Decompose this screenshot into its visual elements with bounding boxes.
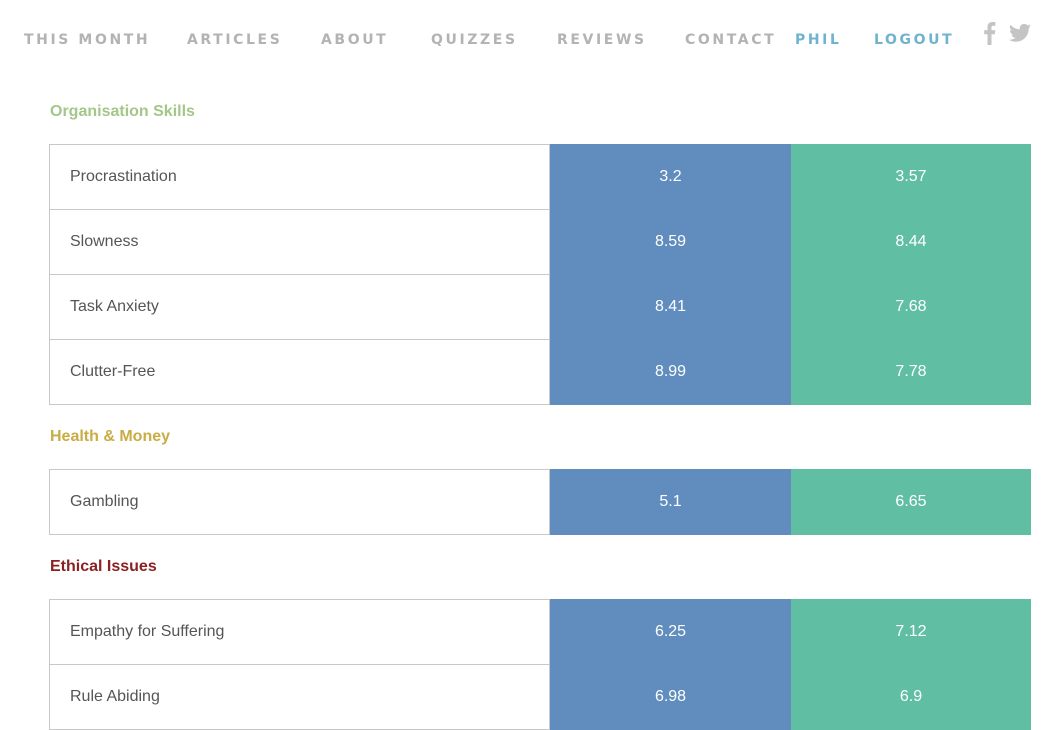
- value-cell-1: 6.25: [550, 599, 791, 664]
- value-cell-2: 6.65: [791, 469, 1031, 535]
- nav-logout[interactable]: LOGOUT: [874, 32, 955, 48]
- value-cell-2: 3.57: [791, 144, 1031, 209]
- value-cell-1: 5.1: [550, 469, 791, 535]
- value-cell-1: 3.2: [550, 144, 791, 209]
- table-ethical-issues: Empathy for Suffering 6.25 7.12 Rule Abi…: [49, 599, 1031, 730]
- table-health-money: Gambling 5.1 6.65: [49, 469, 1031, 535]
- table-row: Task Anxiety 8.41 7.68: [49, 274, 1031, 339]
- facebook-icon[interactable]: [981, 21, 997, 45]
- value-cell-2: 6.9: [791, 664, 1031, 730]
- row-label-text: Slowness: [70, 233, 139, 250]
- row-label: Rule Abiding: [49, 664, 551, 730]
- row-label-text: Clutter-Free: [70, 363, 156, 380]
- value-cell-2: 7.12: [791, 599, 1031, 664]
- nav-reviews[interactable]: REVIEWS: [557, 32, 647, 48]
- row-label: Gambling: [49, 469, 551, 535]
- row-label-text: Task Anxiety: [70, 298, 159, 315]
- nav-user-phil[interactable]: PHIL: [795, 32, 842, 48]
- row-label-text: Rule Abiding: [70, 688, 160, 705]
- table-row: Slowness 8.59 8.44: [49, 209, 1031, 274]
- row-label-text: Gambling: [70, 493, 139, 510]
- section-title-health-money: Health & Money: [50, 428, 171, 445]
- value-cell-2: 7.78: [791, 339, 1031, 405]
- top-nav: THIS MONTH ARTICLES ABOUT QUIZZES REVIEW…: [0, 0, 1051, 80]
- section-title-ethical-issues: Ethical Issues: [50, 558, 157, 575]
- nav-about[interactable]: ABOUT: [321, 32, 389, 48]
- row-label: Task Anxiety: [49, 274, 551, 339]
- table-organisation-skills: Procrastination 3.2 3.57 Slowness 8.59 8…: [49, 144, 1031, 405]
- row-label-text: Empathy for Suffering: [70, 623, 225, 640]
- section-title-organisation-skills: Organisation Skills: [50, 103, 195, 120]
- row-label: Clutter-Free: [49, 339, 551, 405]
- table-row: Empathy for Suffering 6.25 7.12: [49, 599, 1031, 664]
- table-row: Procrastination 3.2 3.57: [49, 144, 1031, 209]
- twitter-icon[interactable]: [1008, 21, 1032, 45]
- nav-this-month[interactable]: THIS MONTH: [24, 32, 151, 48]
- nav-contact[interactable]: CONTACT: [685, 32, 777, 48]
- table-row: Clutter-Free 8.99 7.78: [49, 339, 1031, 405]
- row-label: Empathy for Suffering: [49, 599, 551, 664]
- value-cell-2: 7.68: [791, 274, 1031, 339]
- nav-articles[interactable]: ARTICLES: [187, 32, 283, 48]
- value-cell-2: 8.44: [791, 209, 1031, 274]
- value-cell-1: 8.41: [550, 274, 791, 339]
- value-cell-1: 8.59: [550, 209, 791, 274]
- nav-quizzes[interactable]: QUIZZES: [431, 32, 518, 48]
- table-row: Rule Abiding 6.98 6.9: [49, 664, 1031, 730]
- value-cell-1: 6.98: [550, 664, 791, 730]
- row-label: Slowness: [49, 209, 551, 274]
- row-label-text: Procrastination: [70, 168, 177, 185]
- table-row: Gambling 5.1 6.65: [49, 469, 1031, 535]
- value-cell-1: 8.99: [550, 339, 791, 405]
- row-label: Procrastination: [49, 144, 551, 209]
